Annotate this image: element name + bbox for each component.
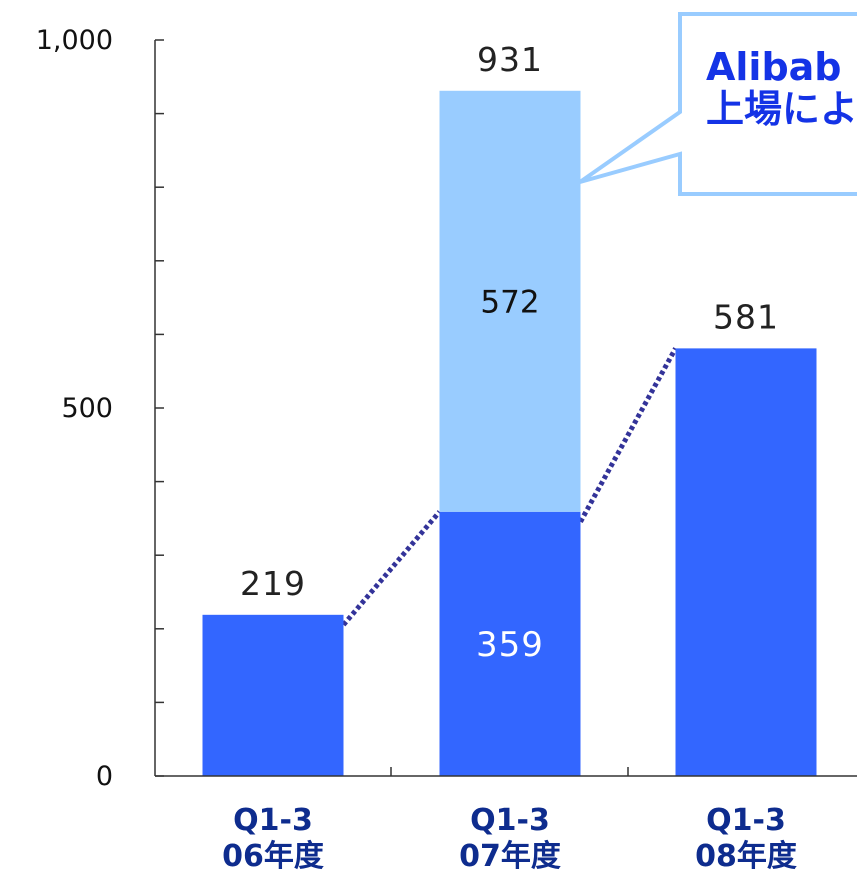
total-value-label: 931 (477, 40, 543, 79)
bar-segment (439, 90, 581, 512)
callout-text-line-2: 上場によ (706, 87, 857, 131)
category-label: 07年度 (459, 839, 561, 874)
bar-segment (675, 348, 817, 776)
bar-segment (202, 614, 344, 776)
segment-value-label: 359 (476, 625, 544, 665)
trend-connectors (341, 347, 678, 627)
category-label: 08年度 (695, 839, 797, 874)
category-label: 06年度 (222, 839, 324, 874)
bar-segment (439, 511, 581, 776)
y-tick-label: 0 (96, 761, 113, 792)
trend-connector (578, 347, 678, 523)
y-ticks: 0 500 1,000 (36, 25, 164, 792)
callout-shape (578, 12, 857, 196)
callout-text-line-1: Alibab (706, 45, 842, 89)
y-tick-label: 500 (61, 393, 113, 424)
category-label: Q1-3 (470, 803, 550, 838)
y-tick-label: 1,000 (36, 25, 113, 56)
total-value-label: 219 (240, 564, 306, 603)
bars-group (202, 90, 817, 776)
total-value-label: 581 (713, 297, 779, 336)
category-label: Q1-3 (233, 803, 313, 838)
callout-annotation: Alibab 上場によ (578, 12, 857, 196)
segment-value-label: 572 (480, 284, 539, 320)
x-ticks (390, 767, 629, 776)
category-label: Q1-3 (706, 803, 786, 838)
data-labels: 219 931 581 359 572 (240, 40, 779, 665)
trend-connector (341, 510, 442, 627)
